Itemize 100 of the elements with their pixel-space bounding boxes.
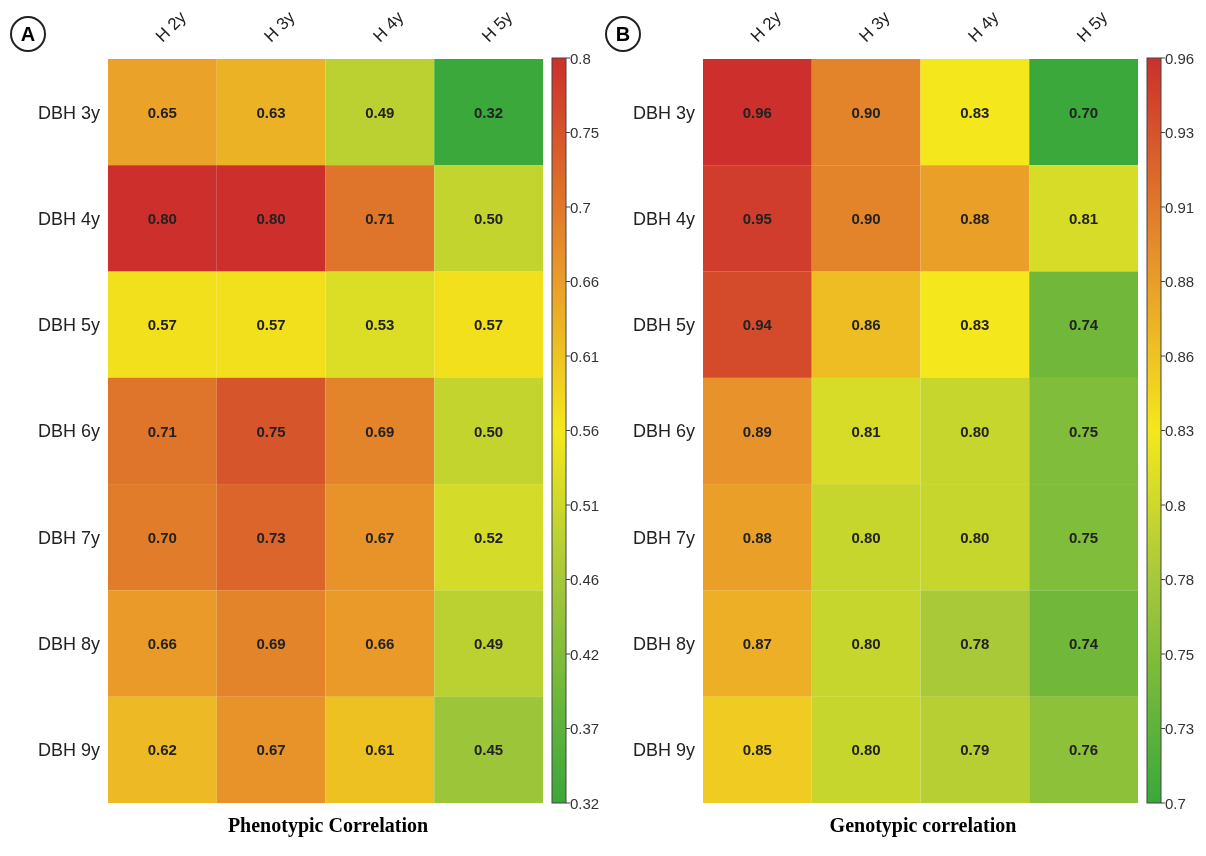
data-label: 0.69	[256, 635, 286, 653]
data-label: 0.66	[147, 635, 177, 653]
data-label: 0.70	[147, 528, 177, 546]
y-tick-label: DBH 4y	[632, 208, 695, 229]
y-tick-label: DBH 9y	[632, 740, 695, 761]
y-tick-label: DBH 6y	[37, 421, 100, 442]
color-bar-label: 0.7	[1165, 794, 1186, 812]
data-label: 0.80	[851, 635, 881, 653]
data-label: 0.74	[1069, 316, 1099, 334]
data-label: 0.57	[147, 316, 177, 334]
y-tick-label: DBH 4y	[37, 208, 100, 229]
y-tick-label: DBH 7y	[632, 527, 695, 548]
data-label: 0.78	[960, 635, 990, 653]
color-bar-label: 0.51	[570, 496, 600, 514]
data-label: 0.80	[851, 741, 881, 759]
color-bar-label: 0.91	[1165, 198, 1195, 216]
color-bar-label: 0.8	[1165, 496, 1186, 514]
data-label: 0.45	[474, 741, 504, 759]
data-label: 0.66	[365, 635, 395, 653]
color-bar-label: 0.73	[1165, 720, 1195, 737]
data-label: 0.53	[365, 316, 395, 334]
data-label: 0.80	[851, 528, 881, 546]
data-label: 0.52	[474, 528, 504, 546]
y-tick-label: DBH 3y	[632, 102, 695, 123]
data-label: 0.80	[256, 209, 286, 227]
data-label: 0.80	[147, 209, 177, 227]
color-bar-label: 0.8	[570, 49, 591, 67]
data-label: 0.71	[147, 422, 177, 440]
data-label: 0.80	[960, 528, 990, 546]
text: B	[605, 16, 641, 52]
x-tick-label: H 2y	[151, 7, 191, 46]
color-bar-label: 0.78	[1165, 571, 1195, 588]
color-bar-label: 0.37	[570, 720, 600, 737]
data-label: 0.61	[365, 741, 395, 759]
data-label: 0.70	[1069, 103, 1099, 121]
color-bar-label: 0.75	[1165, 645, 1195, 663]
color-bar-label: 0.88	[1165, 273, 1195, 290]
data-label: 0.83	[960, 103, 990, 121]
data-label: 0.63	[256, 103, 286, 121]
data-label: 0.75	[1069, 422, 1099, 440]
data-label: 0.49	[365, 103, 395, 121]
y-tick-label: DBH 9y	[37, 740, 100, 761]
data-label: 0.71	[365, 209, 395, 227]
data-label: 0.88	[742, 528, 772, 546]
color-bar-label: 0.46	[570, 571, 600, 588]
data-label: 0.50	[474, 209, 504, 227]
color-bar-label: 0.75	[570, 124, 600, 141]
data-label: 0.57	[474, 316, 504, 334]
data-label: 0.81	[1069, 209, 1099, 227]
y-tick-label: DBH 5y	[37, 315, 100, 336]
data-label: 0.76	[1069, 741, 1099, 759]
data-label: 0.83	[960, 316, 990, 334]
x-tick-label: H 3y	[260, 7, 300, 46]
data-label: 0.74	[1069, 635, 1099, 653]
data-label: 0.96	[742, 103, 772, 121]
color-bar-label: 0.32	[570, 794, 600, 812]
data-label: 0.80	[960, 422, 990, 440]
data-label: 0.49	[474, 635, 504, 653]
data-label: 0.69	[365, 422, 395, 440]
color-bar-label: 0.56	[570, 422, 600, 439]
y-tick-label: DBH 6y	[632, 421, 695, 442]
data-label: 0.67	[256, 741, 286, 759]
y-tick-label: DBH 8y	[632, 633, 695, 654]
data-label: 0.75	[1069, 528, 1099, 546]
y-tick-label: DBH 8y	[37, 633, 100, 654]
x-tick-label: H 4y	[964, 7, 1003, 46]
color-bar-label: 0.66	[570, 273, 600, 290]
text: Phenotypic Correlation	[226, 814, 430, 837]
data-label: 0.62	[147, 741, 177, 759]
color-bar-label: 0.96	[1165, 49, 1195, 67]
data-label: 0.95	[742, 209, 772, 227]
color-bar-label: 0.42	[570, 645, 600, 663]
data-label: 0.94	[742, 316, 773, 334]
x-tick-label: H 4y	[369, 7, 408, 46]
x-tick-label: H 5y	[478, 7, 517, 46]
data-label: 0.65	[147, 103, 177, 121]
y-tick-label: DBH 3y	[37, 102, 100, 123]
text: A	[10, 16, 46, 52]
color-bar-label: 0.93	[1165, 124, 1195, 141]
y-tick-label: DBH 5y	[632, 315, 695, 336]
data-label: 0.67	[365, 528, 395, 546]
data-label: 0.90	[851, 209, 881, 227]
x-tick-label: H 3y	[855, 7, 895, 46]
data-label: 0.57	[256, 316, 286, 334]
data-label: 0.75	[256, 422, 286, 440]
data-label: 0.81	[851, 422, 881, 440]
color-bar-label: 0.83	[1165, 422, 1195, 439]
x-tick-label: H 5y	[1073, 7, 1112, 46]
text: Genotypic correlation	[828, 814, 1018, 837]
y-tick-label: DBH 7y	[37, 527, 100, 548]
data-label: 0.89	[742, 422, 772, 440]
data-label: 0.32	[474, 103, 504, 121]
color-bar-label: 0.61	[570, 347, 600, 365]
x-tick-label: H 2y	[746, 7, 786, 46]
data-label: 0.50	[474, 422, 504, 440]
data-label: 0.88	[960, 209, 990, 227]
data-label: 0.79	[960, 741, 990, 759]
color-bar-label: 0.7	[570, 198, 591, 216]
data-label: 0.86	[851, 316, 881, 334]
data-label: 0.85	[742, 741, 772, 759]
